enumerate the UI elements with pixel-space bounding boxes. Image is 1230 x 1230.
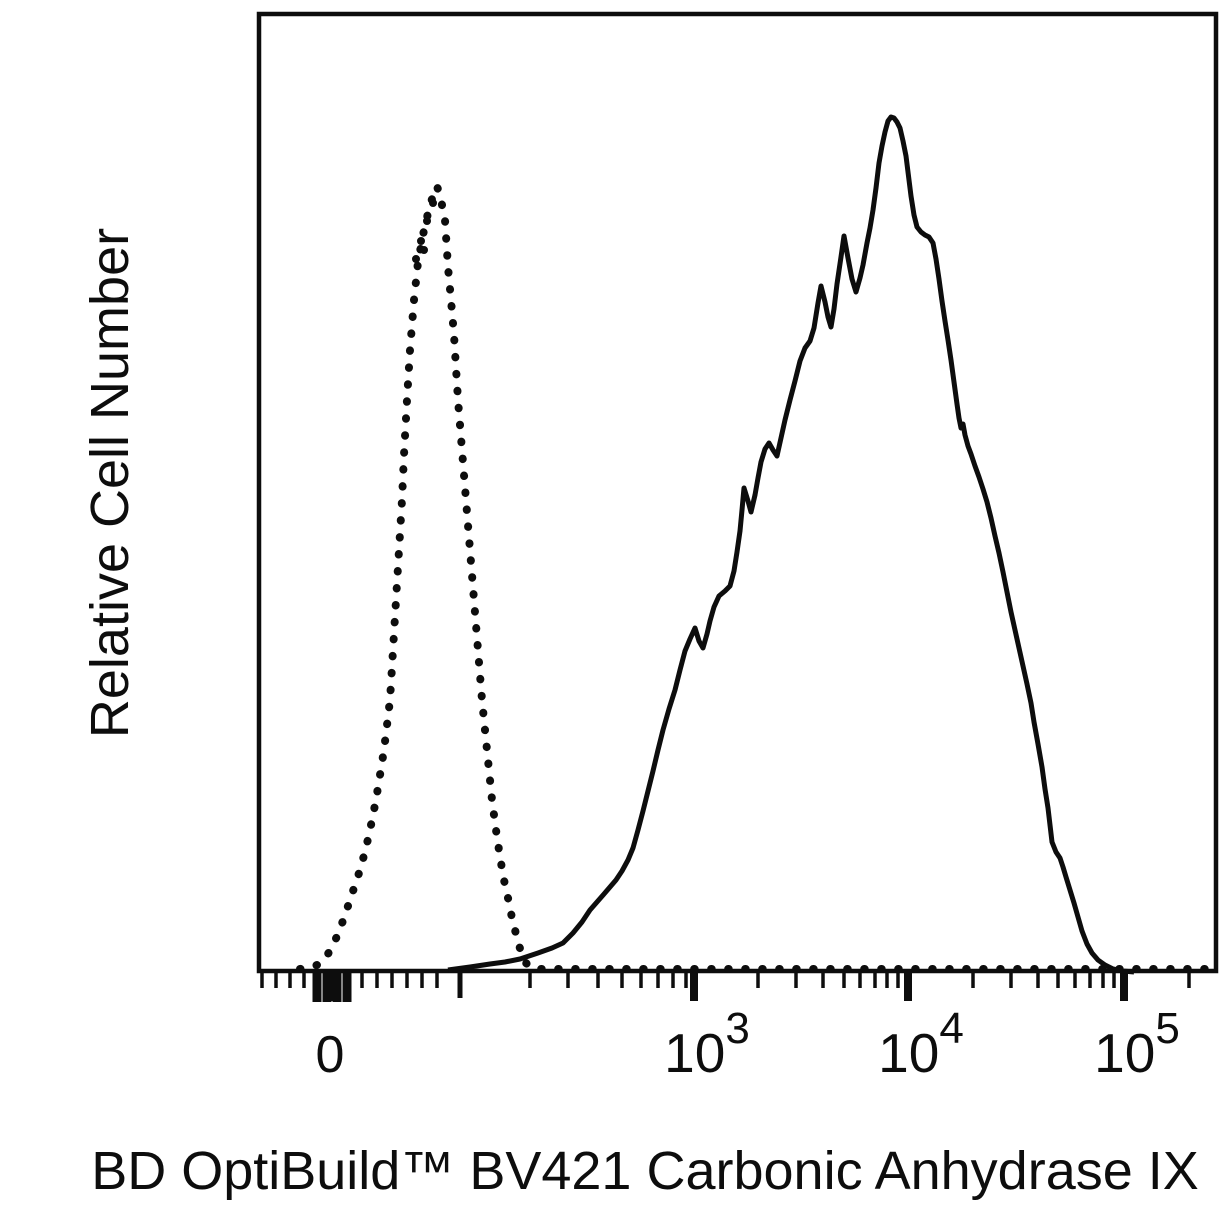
- dotted-curve-scatter-dots: [412, 199, 438, 263]
- plot-border: [256, 11, 1219, 974]
- solid-histogram-curve: [447, 114, 1135, 975]
- x-axis-tick-label: 105: [1094, 1004, 1180, 1084]
- x-axis-tick-label: 104: [878, 1004, 964, 1084]
- x-axis-tick-label: 0: [316, 1026, 345, 1084]
- y-axis-label: Relative Cell Number: [80, 227, 140, 739]
- x-axis-title: BD OptiBuild™ BV421 Carbonic Anhydrase I…: [91, 1141, 1199, 1201]
- dotted-histogram-curve: [296, 182, 1218, 973]
- x-axis-tick-label: 103: [664, 1004, 750, 1084]
